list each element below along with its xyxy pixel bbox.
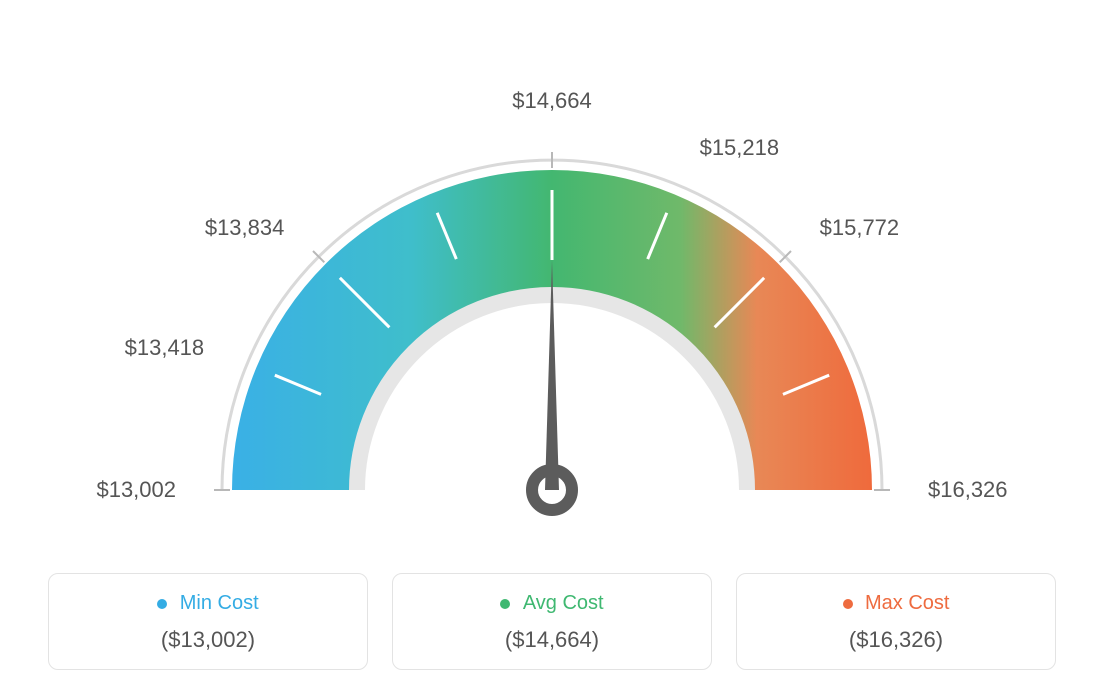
- dot-icon: [157, 599, 167, 609]
- legend-max-label: Max Cost: [865, 592, 949, 614]
- scale-label: $13,834: [205, 215, 285, 241]
- gauge-svg: [0, 0, 1104, 540]
- legend-max-header: Max Cost: [747, 592, 1045, 615]
- gauge-area: $13,002 $13,418 $13,834 $14,664 $15,218 $15,7…: [0, 0, 1104, 540]
- scale-label: $14,664: [512, 88, 592, 114]
- legend-min-value: ($13,002): [59, 627, 357, 653]
- legend-avg-header: Avg Cost: [403, 592, 701, 615]
- scale-label: $15,218: [700, 135, 780, 161]
- dot-icon: [843, 599, 853, 609]
- legend-max-value: ($16,326): [747, 627, 1045, 653]
- legend-row: Min Cost ($13,002) Avg Cost ($14,664) Ma…: [0, 573, 1104, 670]
- scale-label: $13,002: [96, 477, 176, 503]
- legend-min-header: Min Cost: [59, 592, 357, 615]
- dot-icon: [500, 599, 510, 609]
- legend-card-min: Min Cost ($13,002): [48, 573, 368, 670]
- scale-label: $15,772: [820, 215, 900, 241]
- scale-label: $16,326: [928, 477, 1008, 503]
- legend-min-label: Min Cost: [180, 592, 259, 614]
- chart-container: $13,002 $13,418 $13,834 $14,664 $15,218 $15,7…: [0, 0, 1104, 690]
- legend-card-max: Max Cost ($16,326): [736, 573, 1056, 670]
- scale-label: $13,418: [125, 335, 205, 361]
- legend-card-avg: Avg Cost ($14,664): [392, 573, 712, 670]
- legend-avg-label: Avg Cost: [523, 592, 604, 614]
- legend-avg-value: ($14,664): [403, 627, 701, 653]
